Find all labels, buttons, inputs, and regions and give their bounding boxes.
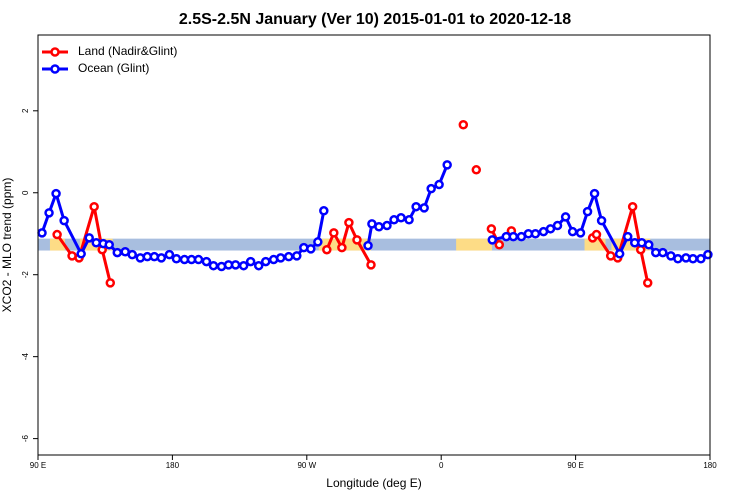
data-point	[508, 231, 519, 242]
series-line	[366, 164, 449, 246]
data-point	[614, 249, 625, 259]
y-tick-label: -6	[21, 435, 30, 443]
data-point	[486, 224, 497, 234]
data-point	[344, 217, 354, 228]
data-point	[404, 215, 414, 225]
data-point	[112, 247, 123, 258]
data-point	[59, 215, 69, 226]
data-point	[52, 229, 62, 240]
data-point	[382, 220, 392, 231]
legend-marker	[50, 64, 60, 74]
data-point	[658, 247, 668, 258]
y-tick-label: -4	[21, 353, 30, 361]
data-point	[51, 188, 61, 199]
data-point	[84, 233, 94, 243]
data-point	[238, 260, 249, 271]
data-point	[201, 256, 212, 267]
data-point	[575, 228, 586, 238]
data-point	[253, 260, 264, 271]
data-point	[567, 226, 578, 237]
data-point	[329, 228, 339, 238]
data-point	[337, 242, 347, 253]
data-point	[396, 213, 406, 223]
y-axis-label: XCO2 - MLO trend (ppm)	[0, 178, 14, 313]
data-point	[193, 254, 204, 265]
data-point	[319, 206, 329, 216]
legend-label: Ocean (Glint)	[78, 61, 149, 75]
y-tick-label: -2	[21, 271, 30, 279]
data-point	[366, 260, 376, 270]
data-point	[374, 222, 384, 232]
data-point	[44, 208, 54, 218]
data-point	[642, 278, 653, 288]
data-point	[313, 237, 323, 247]
x-tick-label: 90 E	[30, 461, 46, 470]
data-point	[582, 206, 593, 217]
data-point	[208, 260, 219, 271]
data-point	[627, 201, 638, 212]
ocean-band	[38, 238, 710, 251]
data-point	[688, 253, 698, 264]
x-tick-label: 180	[166, 461, 180, 470]
data-point	[545, 224, 556, 234]
y-tick-label: 0	[21, 190, 30, 195]
data-point	[245, 256, 256, 267]
plot-area	[37, 119, 713, 288]
data-point	[105, 278, 116, 288]
data-point	[419, 203, 429, 213]
x-tick-label: 90 E	[567, 461, 583, 470]
data-point	[434, 179, 444, 190]
data-point	[104, 240, 114, 250]
data-point	[292, 251, 302, 261]
land-band	[49, 238, 65, 251]
data-point	[306, 244, 316, 254]
data-point	[596, 215, 607, 226]
data-point	[127, 249, 137, 260]
data-point	[622, 231, 633, 242]
legend-label: Land (Nadir&Glint)	[78, 44, 177, 58]
data-point	[471, 165, 482, 175]
data-point	[37, 228, 47, 238]
data-point	[530, 228, 541, 239]
data-point	[696, 253, 706, 264]
data-point	[275, 253, 286, 263]
data-point	[363, 240, 373, 251]
x-tick-label: 0	[439, 461, 444, 470]
data-point	[487, 235, 498, 245]
data-point	[411, 201, 421, 212]
land-band	[456, 238, 492, 251]
data-point	[442, 160, 452, 170]
data-point	[260, 256, 271, 267]
data-point	[552, 220, 563, 231]
plot-frame	[37, 34, 711, 456]
data-point	[76, 249, 86, 259]
data-point	[673, 253, 683, 264]
data-point	[164, 249, 175, 260]
data-point	[89, 201, 99, 212]
x-tick-label: 180	[703, 461, 717, 470]
data-point	[283, 251, 294, 262]
data-point	[494, 240, 505, 250]
x-axis-label: Longitude (deg E)	[326, 476, 421, 490]
data-point	[322, 244, 332, 255]
data-point	[230, 260, 241, 270]
data-point	[171, 253, 182, 264]
chart-title: 2.5S-2.5N January (Ver 10) 2015-01-01 to…	[179, 11, 571, 28]
land-band	[584, 238, 606, 251]
data-point	[156, 253, 167, 263]
data-point	[426, 183, 436, 194]
legend-marker	[50, 47, 60, 57]
data-point	[589, 188, 600, 199]
data-point	[591, 229, 602, 240]
data-point	[644, 240, 654, 250]
y-tick-label: 2	[21, 108, 30, 113]
x-tick-label: 90 W	[297, 461, 316, 470]
data-point	[352, 235, 362, 245]
data-point	[560, 212, 571, 222]
data-point	[458, 119, 469, 130]
